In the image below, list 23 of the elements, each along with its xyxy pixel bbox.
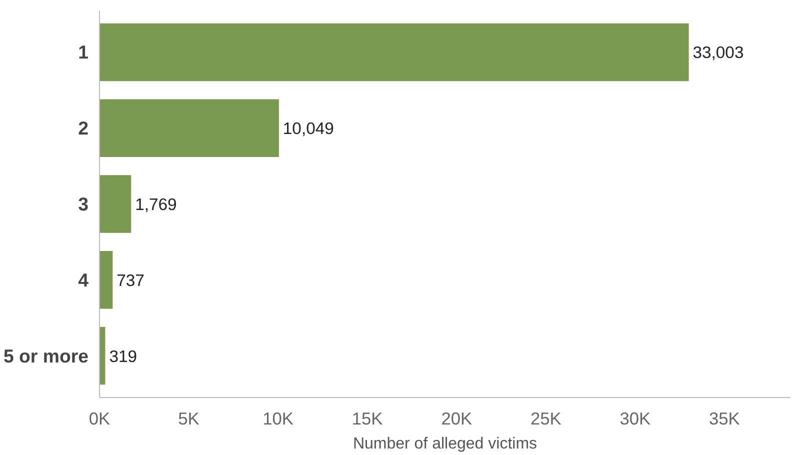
x-tick-label: 30K (620, 408, 652, 428)
bar (100, 23, 689, 82)
x-tick-label: 5K (178, 408, 200, 428)
x-tick-label: 20K (441, 408, 472, 428)
bar (100, 251, 113, 309)
y-tick-label: 4 (78, 269, 90, 290)
x-tick-label: 0K (88, 408, 111, 428)
bar (100, 99, 279, 157)
data-label: 319 (109, 346, 137, 366)
data-label: 33,003 (692, 43, 744, 62)
y-tick-label: 3 (78, 194, 89, 214)
y-tick-label: 5 or more (3, 345, 89, 366)
data-label: 1,769 (135, 195, 177, 214)
y-tick-label: 2 (78, 118, 89, 139)
bar (100, 175, 132, 233)
x-axis-title: Number of alleged victims (352, 436, 538, 452)
x-tick-label: 35K (709, 408, 740, 428)
y-tick-label: 1 (78, 42, 89, 63)
x-tick-label: 25K (530, 408, 562, 428)
data-label: 737 (116, 270, 144, 290)
data-label: 10,049 (282, 119, 334, 138)
x-tick-label: 10K (262, 408, 294, 428)
x-tick-label: 15K (352, 408, 384, 428)
